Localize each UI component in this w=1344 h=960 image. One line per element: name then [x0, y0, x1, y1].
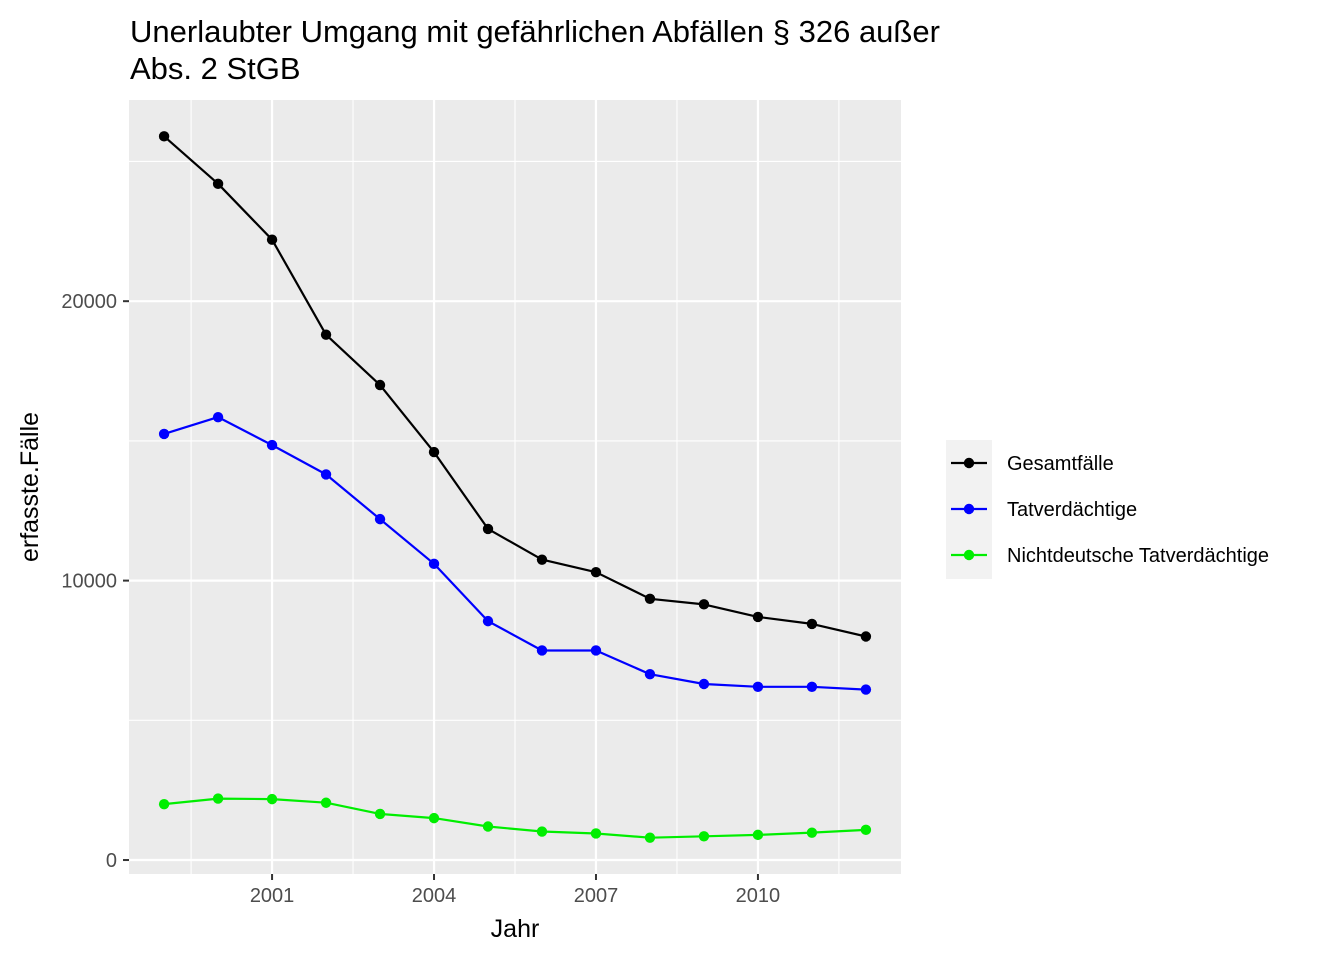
data-point	[374, 379, 386, 391]
x-axis-ticks: 2001 2004 2007 2010	[250, 874, 780, 907]
legend-label: Tatverdächtige	[1007, 499, 1137, 521]
data-point	[212, 793, 224, 804]
legend-item: Gesamtfälle	[951, 453, 1114, 475]
data-point	[428, 812, 440, 824]
chart-title: Unerlaubter Umgang mit gefährlichen Abfä…	[130, 14, 940, 86]
legend-label: Gesamtfälle	[1007, 453, 1114, 475]
data-point	[860, 631, 872, 642]
series-1	[158, 131, 872, 642]
data-point	[212, 178, 224, 190]
legend: Gesamtfälle Tatverdächtige Nichtdeutsche T…	[946, 440, 1269, 579]
data-point	[752, 681, 764, 692]
data-point	[374, 808, 386, 820]
series-line	[163, 135, 867, 638]
data-point	[806, 618, 818, 630]
x-axis-title: Jahr	[491, 915, 540, 943]
data-point	[482, 523, 494, 535]
data-point	[266, 234, 278, 245]
legend-items: Gesamtfälle Tatverdächtige Nichtdeutsche T…	[951, 453, 1269, 567]
data-point	[428, 446, 440, 458]
data-point	[158, 131, 170, 142]
data-point	[536, 645, 548, 656]
data-point	[644, 832, 656, 843]
data-point	[698, 831, 710, 842]
legend-label: Nichtdeutsche Tatverdächtige	[1007, 545, 1269, 567]
y-axis-ticks: 0 10000 20000	[61, 291, 129, 872]
series-line	[163, 416, 866, 691]
legend-point-swatch	[963, 503, 975, 515]
data-point	[428, 558, 440, 570]
data-point	[590, 645, 602, 656]
data-point	[590, 567, 602, 578]
data-point	[536, 554, 548, 565]
data-point	[320, 329, 332, 340]
data-point	[374, 513, 386, 525]
data-point	[644, 593, 656, 604]
x-tick-label: 2007	[574, 885, 619, 907]
data-point	[266, 793, 278, 805]
data-point	[644, 669, 656, 680]
data-point	[590, 828, 602, 839]
legend-item: Tatverdächtige	[951, 499, 1137, 521]
legend-point-swatch	[963, 457, 975, 469]
data-point	[860, 824, 872, 836]
chart-title-line-1: Unerlaubter Umgang mit gefährlichen Abfä…	[130, 14, 940, 49]
data-point	[698, 599, 710, 610]
series-line	[163, 797, 866, 839]
series-2	[158, 411, 872, 695]
x-tick-label: 2010	[736, 885, 781, 907]
legend-item: Nichtdeutsche Tatverdächtige	[951, 545, 1269, 567]
series-3	[158, 793, 872, 843]
y-tick-label: 0	[106, 850, 117, 872]
x-tick-label: 2001	[250, 885, 295, 907]
grid-lines	[129, 100, 901, 874]
data-point	[158, 798, 170, 810]
y-tick-label: 10000	[61, 571, 117, 593]
data-point	[752, 829, 764, 841]
data-point	[698, 678, 710, 690]
data-point	[536, 826, 548, 837]
data-point	[806, 827, 818, 838]
data-point	[752, 611, 764, 623]
legend-point-swatch	[963, 549, 975, 561]
y-axis-title: erfasste.Fälle	[16, 412, 44, 562]
data-point	[212, 411, 224, 423]
data-point	[266, 439, 278, 451]
y-tick-label: 20000	[61, 291, 117, 313]
data-point	[158, 428, 170, 440]
data-point	[806, 681, 818, 692]
data-point	[320, 797, 332, 808]
series-lines	[158, 131, 872, 843]
data-point	[482, 615, 494, 627]
x-tick-label: 2004	[412, 885, 457, 907]
data-point	[320, 469, 332, 480]
chart-title-line-2: Abs. 2 StGB	[130, 51, 301, 86]
data-point	[482, 821, 494, 832]
data-point	[860, 684, 872, 695]
